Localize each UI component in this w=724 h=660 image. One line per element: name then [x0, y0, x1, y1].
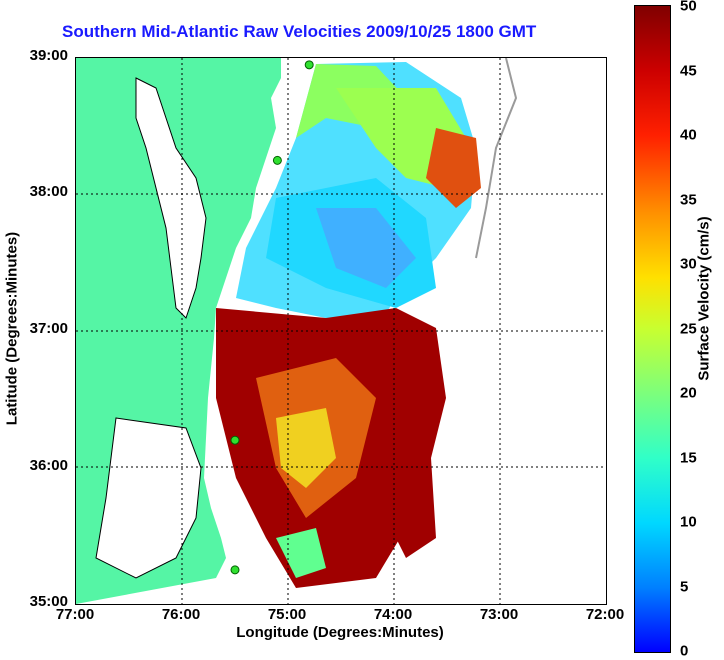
y-tick-39: 39:00 — [29, 47, 68, 64]
shelf-contour — [475, 58, 518, 259]
map-panel — [75, 57, 607, 605]
velocity-region-south-green — [276, 528, 326, 578]
x-tick-72: 72:00 — [585, 606, 625, 623]
grid-lines — [76, 58, 606, 604]
velocity-region-blue — [316, 208, 416, 288]
colorbar-label: Surface Velocity (cm/s) — [695, 216, 713, 381]
colorbar-tick-10: 10 — [680, 513, 697, 531]
velocity-field — [216, 62, 481, 588]
map-canvas — [76, 58, 606, 604]
colorbar-tick-25: 25 — [680, 320, 697, 338]
colorbar-tick-35: 35 — [680, 191, 697, 209]
x-tick-76: 76:00 — [161, 606, 201, 623]
radar-site-1 — [272, 155, 282, 165]
x-tick-74: 74:00 — [373, 606, 413, 623]
colorbar-tick-45: 45 — [680, 62, 697, 80]
y-tick-36: 36:00 — [29, 457, 68, 474]
radar-site-3 — [230, 565, 240, 575]
x-tick-73: 73:00 — [479, 606, 519, 623]
colorbar-tick-5: 5 — [680, 578, 689, 596]
radar-site-2 — [230, 435, 240, 445]
radar-sites — [230, 60, 314, 575]
colorbar — [634, 5, 671, 653]
y-tick-35: 35:00 — [29, 593, 68, 610]
y-axis-label: Latitude (Degrees:Minutes) — [3, 231, 21, 426]
colorbar-tick-15: 15 — [680, 449, 697, 467]
bay-waterway — [135, 77, 207, 319]
x-axis-label: Longitude (Degrees:Minutes) — [236, 624, 444, 641]
colorbar-tick-40: 40 — [680, 126, 697, 144]
colorbar-tick-30: 30 — [680, 255, 697, 273]
y-tick-38: 38:00 — [29, 183, 68, 200]
colorbar-tick-20: 20 — [680, 384, 697, 402]
colorbar-tick-50: 50 — [680, 0, 697, 15]
y-tick-37: 37:00 — [29, 320, 68, 337]
colorbar-tick-0: 0 — [680, 642, 689, 660]
x-tick-77: 77:00 — [55, 606, 95, 623]
velocity-region-east-hot — [426, 128, 481, 208]
sound-waterway — [95, 417, 202, 579]
radar-site-0 — [304, 60, 314, 70]
velocity-region-south-yellow — [276, 408, 336, 488]
x-tick-75: 75:00 — [267, 606, 307, 623]
map-title: Southern Mid-Atlantic Raw Velocities 200… — [62, 22, 537, 41]
velocity-region-east-south — [386, 458, 436, 558]
